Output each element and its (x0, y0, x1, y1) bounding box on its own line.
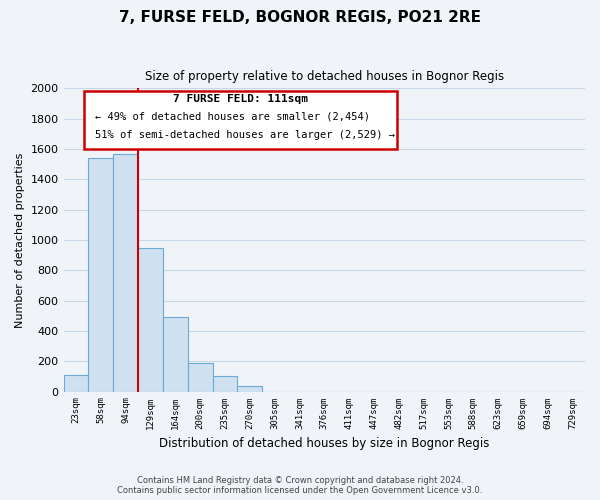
Bar (238, 386, 262, 392)
Text: Contains HM Land Registry data © Crown copyright and database right 2024.
Contai: Contains HM Land Registry data © Crown c… (118, 476, 482, 495)
Bar (188, 362, 212, 392)
Y-axis label: Number of detached properties: Number of detached properties (15, 152, 25, 328)
X-axis label: Distribution of detached houses by size in Bognor Regis: Distribution of detached houses by size … (159, 437, 490, 450)
Bar (64, 375, 88, 392)
Text: 51% of semi-detached houses are larger (2,529) →: 51% of semi-detached houses are larger (… (95, 130, 395, 140)
Bar (163, 318, 188, 392)
Bar (212, 376, 238, 392)
Bar (113, 154, 138, 392)
Text: 7 FURSE FELD: 111sqm: 7 FURSE FELD: 111sqm (173, 94, 308, 104)
Text: ← 49% of detached houses are smaller (2,454): ← 49% of detached houses are smaller (2,… (95, 112, 370, 122)
Bar (88, 158, 113, 392)
Bar (138, 248, 163, 392)
Text: 7, FURSE FELD, BOGNOR REGIS, PO21 2RE: 7, FURSE FELD, BOGNOR REGIS, PO21 2RE (119, 10, 481, 25)
FancyBboxPatch shape (85, 92, 397, 149)
Title: Size of property relative to detached houses in Bognor Regis: Size of property relative to detached ho… (145, 70, 504, 83)
